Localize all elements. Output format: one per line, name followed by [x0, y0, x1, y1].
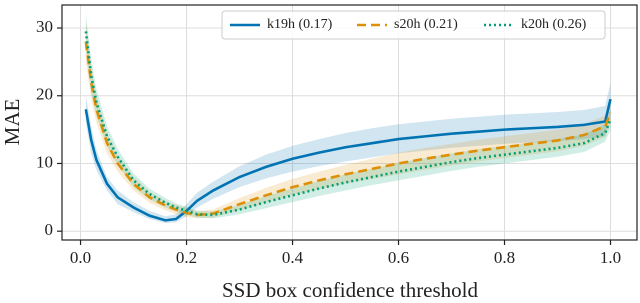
series-line [84, 31, 612, 217]
confidence-band [85, 14, 611, 219]
x-tick-label: 0.2 [176, 248, 197, 267]
y-tick-label: 0 [45, 220, 54, 239]
legend-box [221, 10, 606, 40]
legend: k19h (0.17) s20h (0.21) k20h (0.26) [221, 10, 606, 40]
series-line [84, 41, 612, 217]
confidence-band [85, 21, 611, 219]
series-line [84, 98, 612, 222]
x-tick-label: 0.6 [388, 248, 409, 267]
legend-label: k19h (0.17) [267, 17, 333, 32]
legend-label: k20h (0.26) [521, 17, 587, 32]
x-tick-label: 0.0 [70, 248, 91, 267]
x-tick-label: 1.0 [600, 248, 621, 267]
y-tick-label: 10 [36, 152, 53, 171]
y-tick-label: 30 [36, 17, 53, 36]
x-tick-label: 0.4 [282, 248, 304, 267]
x-axis-title: SSD box confidence threshold [222, 278, 479, 302]
legend-label: s20h (0.21) [394, 17, 458, 32]
y-axis-title: MAE [0, 99, 24, 146]
y-tick-label: 20 [36, 85, 53, 104]
plot-frame [61, 4, 638, 241]
x-tick-label: 0.8 [494, 248, 515, 267]
